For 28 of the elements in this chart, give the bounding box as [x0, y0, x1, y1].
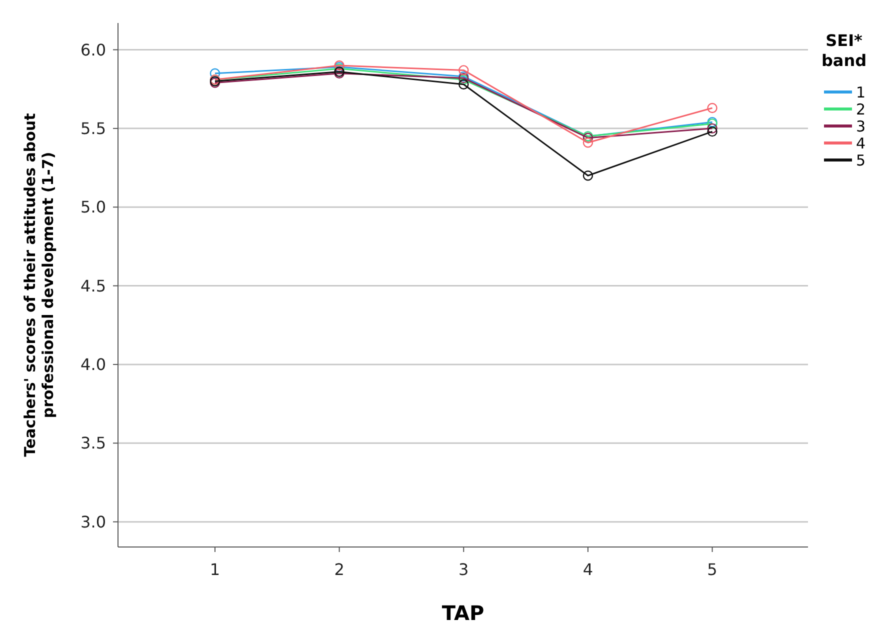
point	[707, 123, 718, 134]
x-tick-label: 3	[458, 560, 469, 579]
x-axis-title: TAP	[442, 601, 484, 625]
y-tick-label: 3.5	[80, 434, 106, 453]
y-tick-label: 4.5	[80, 276, 106, 296]
x-tick-label: 1	[210, 560, 220, 579]
point	[582, 137, 594, 148]
legend-label: 4	[856, 134, 866, 152]
point	[707, 102, 718, 114]
legend-label: 3	[856, 117, 866, 136]
point	[707, 126, 718, 137]
x-tick-label: 5	[707, 560, 718, 579]
y-tick-label: 5.5	[80, 119, 106, 138]
y-tick-label: 5.0	[80, 198, 106, 217]
point	[458, 65, 469, 76]
legend-label: 5	[856, 151, 866, 170]
legend-label: 2	[856, 100, 866, 118]
x-tick-label: 2	[334, 560, 344, 579]
point	[582, 170, 594, 181]
point	[458, 79, 469, 90]
y-tick-label: 6.0	[80, 40, 106, 60]
x-tick-label: 4	[582, 560, 594, 579]
y-tick-label: 4.0	[80, 355, 106, 374]
y-axis-title: Teachers' scores of their attitudes about professional development (1-7)	[21, 113, 57, 457]
y-tick-label: 3.0	[80, 512, 106, 532]
legend-label: 1	[856, 83, 866, 102]
point	[210, 68, 220, 78]
legend-title: SEI* band	[821, 31, 867, 70]
